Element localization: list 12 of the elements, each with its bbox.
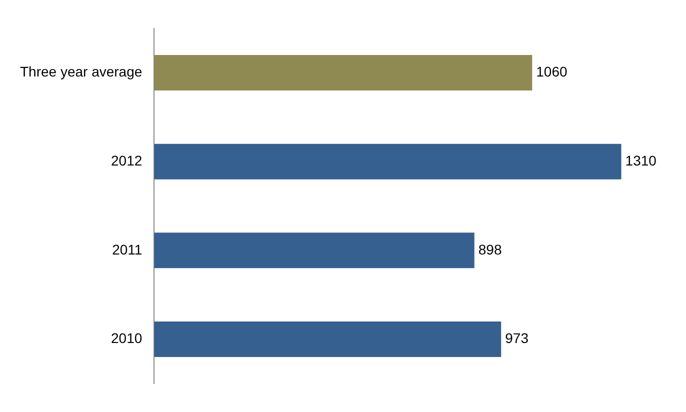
y-tick-label: Three year average [20,64,142,80]
data-label: 898 [478,241,502,258]
y-tick-label: 2010 [111,330,142,346]
bar [154,144,622,180]
data-label: 1060 [536,64,568,80]
data-label: 1310 [625,152,657,168]
bar [154,321,502,357]
data-label: 973 [505,330,529,346]
y-tick-label: 2011 [112,241,142,258]
y-tick-label: 2012 [111,152,142,168]
bar [154,232,474,268]
bar [154,55,532,91]
